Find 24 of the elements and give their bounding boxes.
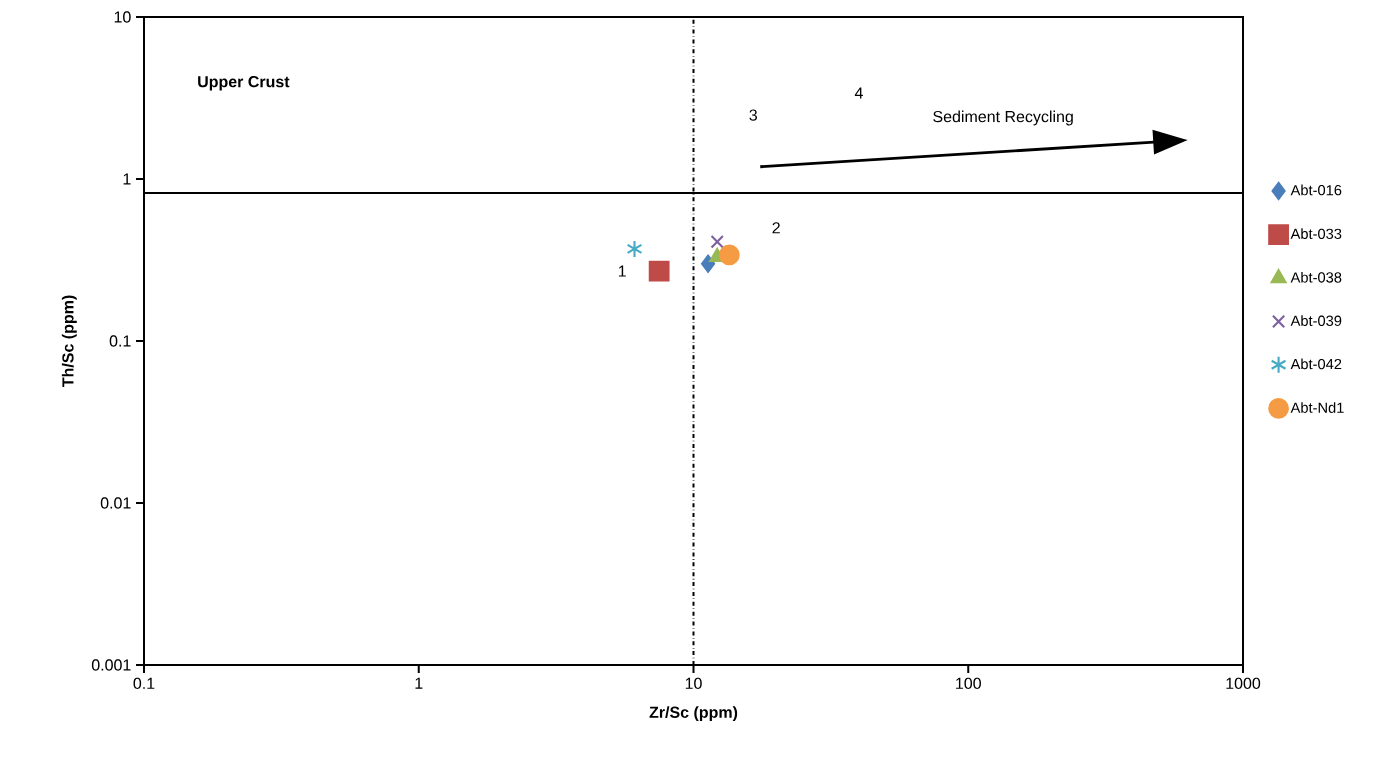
y-axis-title: Th/Sc (ppm) (61, 295, 77, 388)
annotation: 4 (854, 87, 863, 99)
legend-label: Abt-016 (1290, 184, 1342, 196)
legend-label: Abt-033 (1290, 228, 1342, 240)
y-tick-label: 0.001 (91, 659, 131, 671)
legend-label: Abt-042 (1290, 358, 1342, 370)
x-tick-label: 10 (685, 677, 702, 690)
x-tick-label: 1000 (1226, 677, 1261, 690)
x-tick-label: 1 (415, 677, 423, 689)
x-tick-label: 0.1 (133, 677, 155, 690)
annotation: 1 (618, 265, 626, 277)
annotation: Upper Crust (198, 76, 290, 91)
legend-label: Abt-Nd1 (1290, 402, 1344, 413)
y-tick-label: 0.1 (109, 335, 131, 347)
x-axis-title: Zr/Sc (ppm) (649, 706, 738, 722)
y-tick-label: 0.01 (100, 497, 131, 509)
legend-label: Abt-039 (1290, 315, 1342, 326)
annotation: Sediment Recycling (933, 110, 1073, 126)
x-tick-label: 100 (956, 677, 981, 690)
annotation: 2 (772, 222, 780, 234)
y-tick-label: 10 (114, 11, 131, 23)
y-tick-label: 1 (123, 173, 131, 185)
legend-label: Abt-038 (1290, 271, 1342, 283)
annotation: 3 (749, 109, 757, 121)
